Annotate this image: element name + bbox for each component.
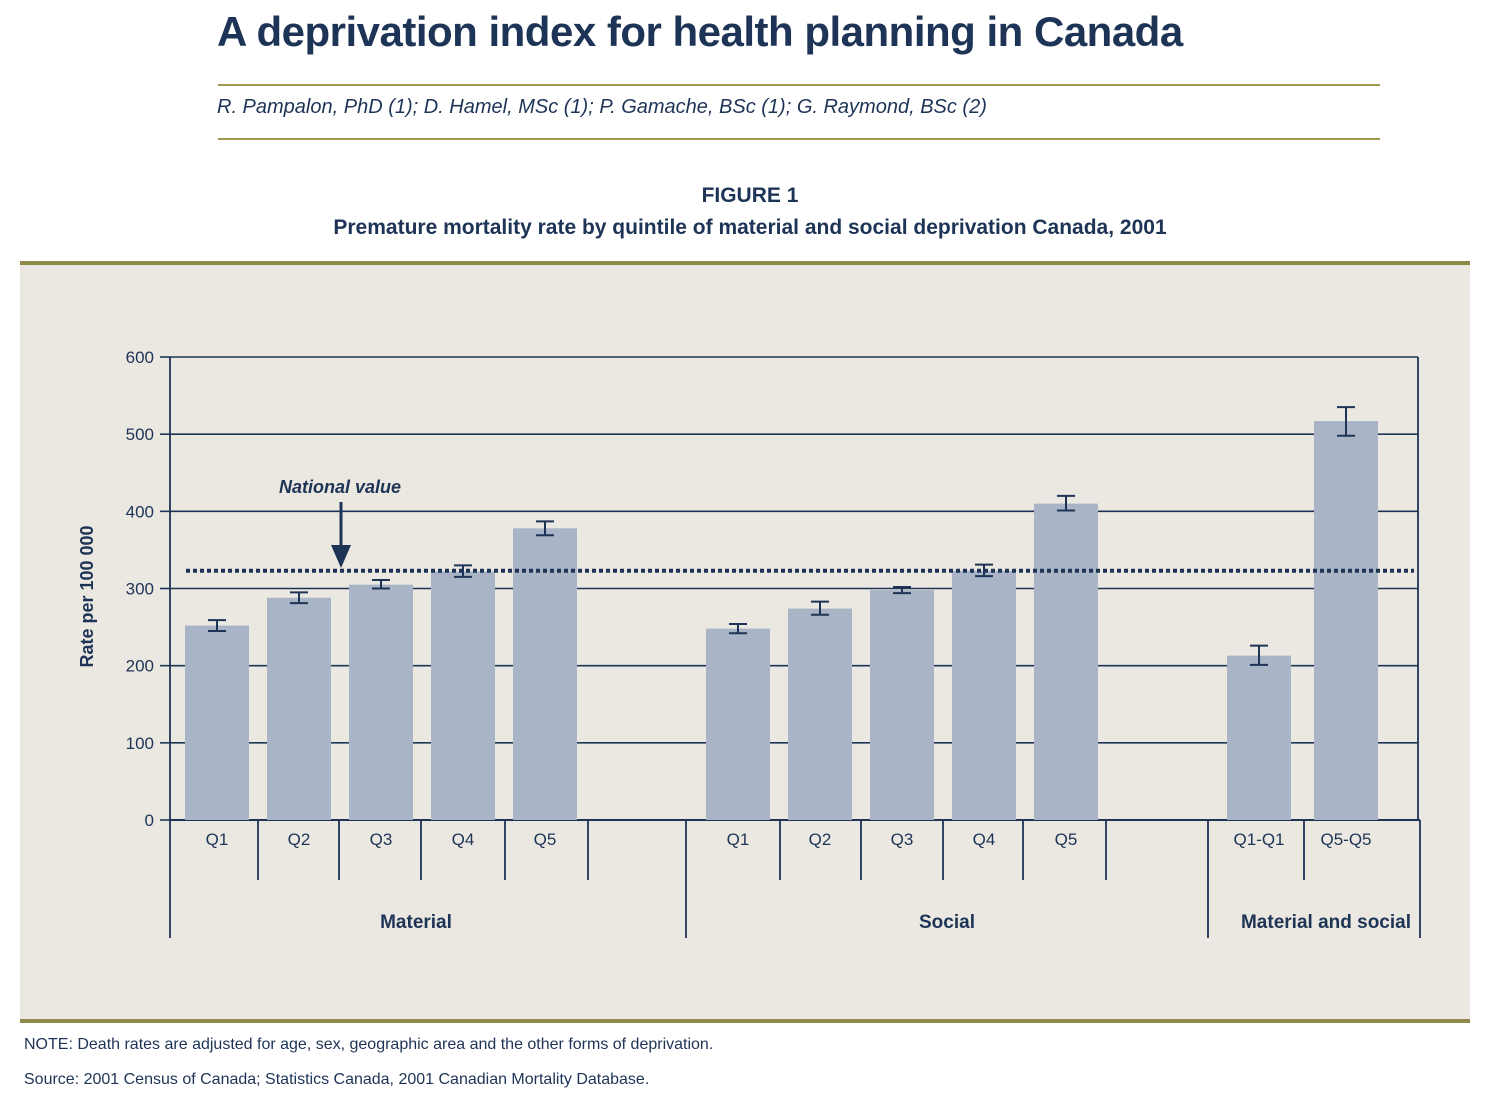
category-label: Q4 [452, 830, 475, 849]
figure-label: FIGURE 1 [701, 184, 799, 207]
group-label: Material and social [1241, 912, 1411, 933]
author-list: R. Pampalon, PhD (1); D. Hamel, MSc (1);… [217, 96, 987, 118]
y-axis-label: Rate per 100 000 [77, 525, 97, 667]
bar [706, 628, 770, 820]
y-tick-label: 400 [126, 502, 154, 521]
bar [513, 528, 577, 820]
category-label: Q5 [534, 830, 557, 849]
category-label: Q4 [973, 830, 996, 849]
author-rule [218, 138, 1380, 140]
bar [349, 584, 413, 820]
figure-source: Source: 2001 Census of Canada; Statistic… [24, 1071, 650, 1088]
bar [1034, 503, 1098, 820]
bar [1314, 421, 1378, 820]
category-label: Q5-Q5 [1320, 830, 1371, 849]
category-label: Q3 [370, 830, 393, 849]
category-label: Q5 [1055, 830, 1078, 849]
category-label: Q3 [891, 830, 914, 849]
bar [267, 597, 331, 820]
y-tick-label: 100 [126, 734, 154, 753]
group-label: Material [380, 912, 452, 933]
group-label: Social [919, 912, 975, 933]
category-label: Q1 [206, 830, 229, 849]
category-label: Q1 [727, 830, 750, 849]
title-rule [218, 84, 1380, 86]
bar [788, 608, 852, 820]
bar [870, 590, 934, 820]
bar [185, 625, 249, 820]
category-label: Q1-Q1 [1233, 830, 1284, 849]
category-label: Q2 [288, 830, 311, 849]
figure-note: NOTE: Death rates are adjusted for age, … [24, 1036, 714, 1053]
y-tick-label: 500 [126, 425, 154, 444]
y-tick-label: 0 [145, 811, 154, 830]
bar [1227, 655, 1291, 820]
bar [431, 571, 495, 820]
national-value-label: National value [279, 477, 401, 497]
category-label: Q2 [809, 830, 832, 849]
y-tick-label: 200 [126, 657, 154, 676]
y-tick-label: 300 [126, 580, 154, 599]
figure-caption: Premature mortality rate by quintile of … [333, 216, 1167, 239]
document-title: A deprivation index for health planning … [217, 8, 1183, 55]
y-tick-label: 600 [126, 348, 154, 367]
bar [952, 570, 1016, 820]
national-value-arrow-head [331, 545, 351, 568]
